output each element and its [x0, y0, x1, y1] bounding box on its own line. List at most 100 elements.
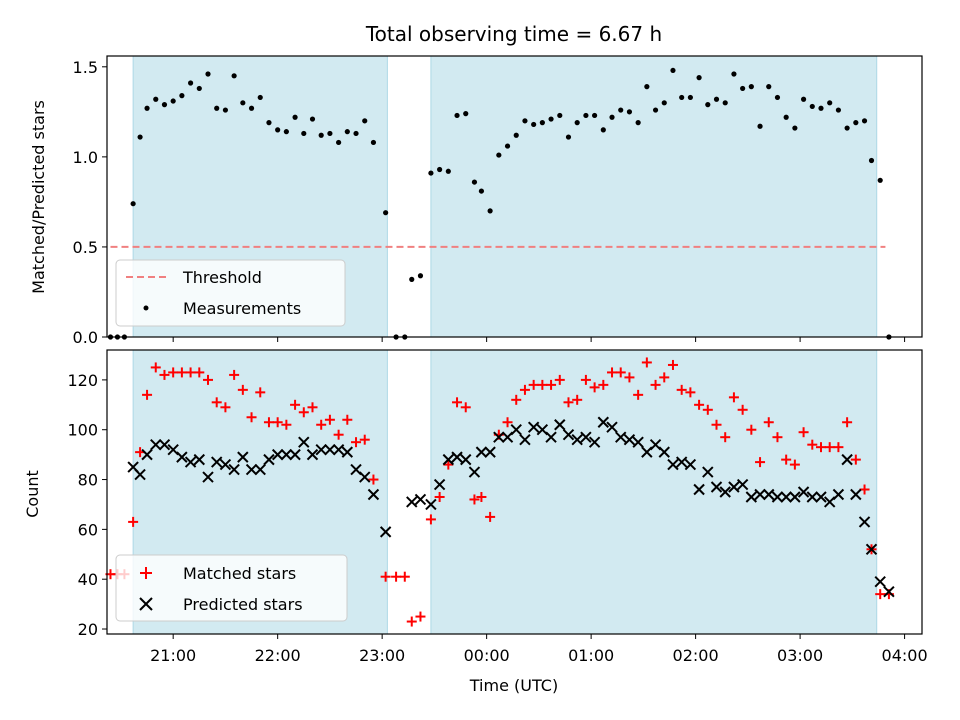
predicted-star-point: [780, 491, 792, 503]
ratio-x-ticks: [172, 337, 906, 342]
measurement-point: [409, 276, 415, 282]
predicted-star-point: [367, 488, 380, 501]
matched-star-point: [772, 432, 783, 443]
measurement-point: [179, 93, 185, 99]
measurement-point: [644, 84, 650, 90]
predicted-star-point: [442, 453, 455, 466]
predicted-star-point: [263, 453, 275, 466]
measurement-point: [445, 168, 451, 174]
predicted-star-point: [606, 421, 618, 433]
matched-star-point: [711, 419, 722, 430]
measurement-point: [827, 100, 833, 106]
predicted-star-point: [271, 448, 284, 461]
predicted-star-point: [693, 483, 705, 496]
measurement-point: [309, 116, 316, 122]
measurement-point: [800, 96, 807, 102]
measurement-point: [757, 123, 763, 129]
matched-star-point: [546, 379, 557, 390]
matched-star-point: [368, 474, 379, 485]
predicted-star-point: [158, 438, 171, 451]
matched-star-point: [194, 367, 205, 378]
matched-star-point: [159, 369, 170, 380]
matched-star-point: [763, 417, 774, 428]
matched-star-point: [476, 491, 487, 502]
predicted-star-point: [134, 468, 146, 481]
measurement-point: [557, 112, 563, 119]
measurement-point: [809, 103, 815, 110]
predicted-star-point: [433, 478, 446, 491]
predicted-star-point: [289, 448, 301, 461]
matched-star-point: [399, 571, 410, 582]
y-tick-label: 1.5: [73, 58, 98, 77]
x-tick-label: 22:00: [255, 646, 301, 665]
observing-interval-2: [430, 55, 878, 338]
matched-star-point: [537, 379, 548, 390]
predicted-star-point: [510, 424, 522, 436]
predicted-star-point: [324, 443, 336, 456]
legend-predicted-swatch: [139, 597, 153, 611]
matched-star-point: [685, 387, 696, 398]
measurement-point: [196, 85, 202, 92]
measurement-point: [283, 129, 289, 135]
predicted-star-point: [588, 436, 601, 448]
measurement-point: [205, 71, 211, 77]
matched-star-point: [434, 491, 445, 502]
ratio-legend: Threshold Measurements: [115, 259, 346, 327]
measurement-point: [635, 120, 641, 126]
matched-star-point: [607, 367, 618, 378]
measurement-point: [583, 112, 589, 119]
matched-star-point: [391, 571, 402, 582]
predicted-star-point: [719, 486, 731, 498]
matched-star-point: [316, 419, 327, 430]
predicted-star-point: [763, 488, 775, 501]
predicted-star-point: [493, 431, 505, 443]
y-tick-label: 40: [78, 570, 98, 589]
predicted-star-point: [806, 491, 818, 503]
predicted-star-point: [597, 416, 610, 428]
y-tick-label: 20: [78, 620, 98, 639]
predicted-star-point: [193, 453, 206, 466]
predicted-star-point: [675, 456, 688, 468]
matched-star-point: [246, 412, 257, 423]
x-tick-label: 01:00: [568, 646, 614, 665]
predicted-star-point: [545, 431, 557, 443]
matched-star-point: [755, 457, 766, 468]
measurement-point: [487, 208, 493, 214]
measurement-point: [731, 71, 737, 77]
measurement-point: [344, 129, 350, 135]
measurement-point: [153, 96, 159, 102]
matched-star-point: [425, 514, 436, 525]
measurement-point: [301, 130, 307, 137]
ratio-axes-frame: [106, 55, 923, 338]
measurement-point: [496, 152, 502, 158]
measurement-point: [696, 75, 702, 81]
measurement-point: [257, 94, 263, 101]
measurement-point: [548, 116, 554, 122]
measurement-point: [327, 130, 333, 137]
predicted-star-point: [219, 458, 232, 471]
legend-measurements-label: Measurements: [183, 299, 301, 318]
predicted-star-point: [858, 516, 871, 528]
matched-star-point: [667, 359, 678, 370]
chart-title: Total observing time = 6.67 h: [365, 22, 662, 46]
measurement-point: [383, 210, 389, 216]
matched-star-point: [176, 367, 187, 378]
count-x-ticks: 21:00 22:00 23:00 00:00 01:00 02:00 03:00 04:00: [150, 634, 928, 665]
legend-threshold-label: Threshold: [182, 268, 262, 287]
matched-star-point: [728, 392, 739, 403]
matched-star-point: [380, 571, 391, 582]
count-marks: [105, 357, 895, 627]
measurement-point: [130, 201, 136, 207]
matched-star-point: [633, 389, 644, 400]
matched-star-point: [875, 589, 886, 600]
predicted-star-point: [832, 488, 845, 501]
predicted-star-point: [623, 433, 636, 446]
ratio-y-axis-label: Matched/Predicted stars: [29, 100, 48, 294]
matched-star-point: [624, 372, 635, 383]
y-tick-label: 120: [67, 371, 98, 390]
measurement-point: [740, 85, 746, 92]
predicted-star-point: [280, 448, 293, 461]
predicted-star-point: [874, 575, 886, 588]
matched-star-point: [281, 419, 292, 430]
measurement-point: [574, 120, 580, 126]
